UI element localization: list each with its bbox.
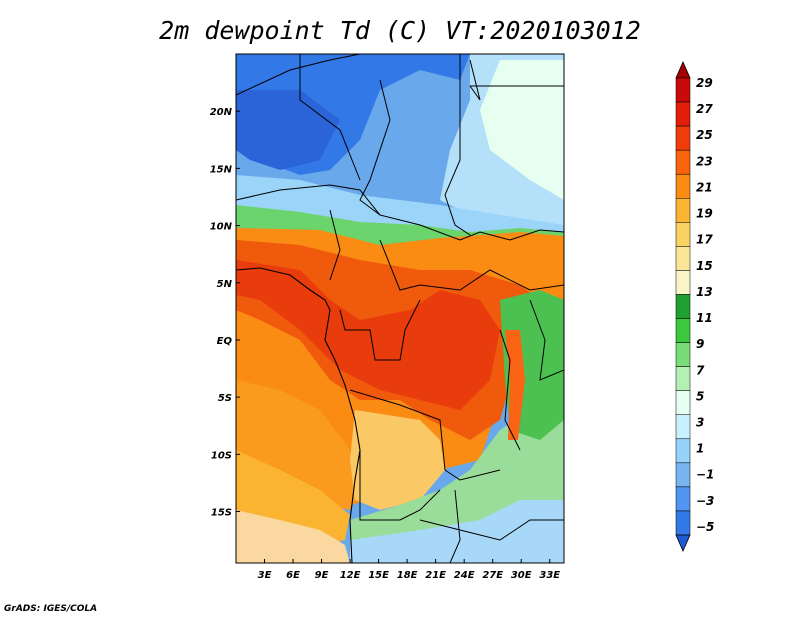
deep-red-core-region [236,260,500,410]
colorbar-swatch [675,510,691,536]
colorbar-swatch [675,270,691,295]
colorbar-swatch [675,77,691,103]
colorbar-swatch [675,462,691,488]
lat-tick-label: 5S [218,393,232,404]
colorbar-swatch [675,198,691,223]
latitude-axis: 20N 15N 10N 5N EQ 5S 10S 15S [210,107,240,519]
lat-tick-label: 15N [210,164,233,175]
angola-plateau-region [350,410,445,510]
lat-tick-label: 10S [211,450,232,461]
colorbar-label: 15 [696,259,713,273]
lat-tick-label: 15S [211,508,232,519]
lon-tick-label: 15E [368,570,389,581]
colorbar-swatch [675,390,691,415]
colorbar-bottom-arrow [675,534,691,552]
lon-tick-label: 33E [539,570,560,581]
southern-blue-region [350,500,564,563]
color-legend: 29 27 25 23 21 19 17 15 13 11 9 7 5 3 1 −1 −3 −5 [675,61,714,552]
colorbar-top-arrow [675,61,691,79]
colorbar-swatch [675,222,691,247]
colorbar-label: 27 [696,102,713,116]
colorbar-label: 9 [696,337,704,351]
colorbar-swatch [675,414,691,440]
colorbar-label: 17 [696,233,713,247]
colorbar-swatch [675,294,691,319]
lat-tick-label: EQ [217,336,233,347]
lon-tick-label: 12E [340,570,361,581]
colorbar-swatch [675,246,691,271]
grads-credit: GrADS: IGES/COLA [4,604,98,614]
lat-tick-label: 10N [210,222,233,233]
colorbar-swatch [675,101,691,127]
colorbar-label: −5 [696,520,714,534]
eastern-rift-region [505,330,525,440]
colorbar-label: −3 [696,494,714,508]
lon-tick-label: 9E [315,570,329,581]
map-title: 2m dewpoint Td (C) VT:2020103012 [159,16,641,45]
colorbar-swatch [675,486,691,512]
colorbar-swatch [675,149,691,175]
colorbar-label: 21 [696,180,713,194]
lon-tick-label: 27E [482,570,503,581]
longitude-axis: 3E 6E 9E 12E 15E 18E 21E 24E 27E 30E 33E [258,559,560,581]
lon-tick-label: 30E [511,570,532,581]
colorbar-label: 23 [696,154,713,168]
southwest-pale-region [236,510,350,563]
colorbar-label: 29 [696,76,713,90]
colorbar-swatch [675,438,691,464]
coastline [236,267,361,563]
lon-tick-label: 21E [425,570,446,581]
colorbar-swatch [675,173,691,199]
northeast-light-region [480,60,564,200]
country-borders [236,54,564,563]
lon-tick-label: 18E [397,570,418,581]
colorbar-swatch [675,318,691,343]
lon-tick-label: 6E [286,570,300,581]
colorbar-label: 7 [696,363,705,377]
colorbar-label: 25 [696,128,713,142]
lat-tick-label: 5N [217,279,233,290]
map-frame [235,53,565,564]
lon-tick-label: 3E [258,570,272,581]
colorbar-label: −1 [696,468,714,482]
colorbar-swatch [675,342,691,367]
lat-tick-label: 20N [210,107,233,118]
colorbar-label: 3 [696,415,704,429]
lon-tick-label: 24E [454,570,475,581]
colorbar-label: 5 [696,389,704,403]
southwest-orange-region [236,380,360,510]
colorbar-label: 19 [696,207,713,221]
colorbar-swatch [675,366,691,391]
colorbar-label: 13 [696,285,713,299]
colorbar-label: 1 [696,442,704,456]
colorbar-label: 11 [696,311,713,325]
dewpoint-field [236,54,564,563]
colorbar-swatch [675,125,691,151]
